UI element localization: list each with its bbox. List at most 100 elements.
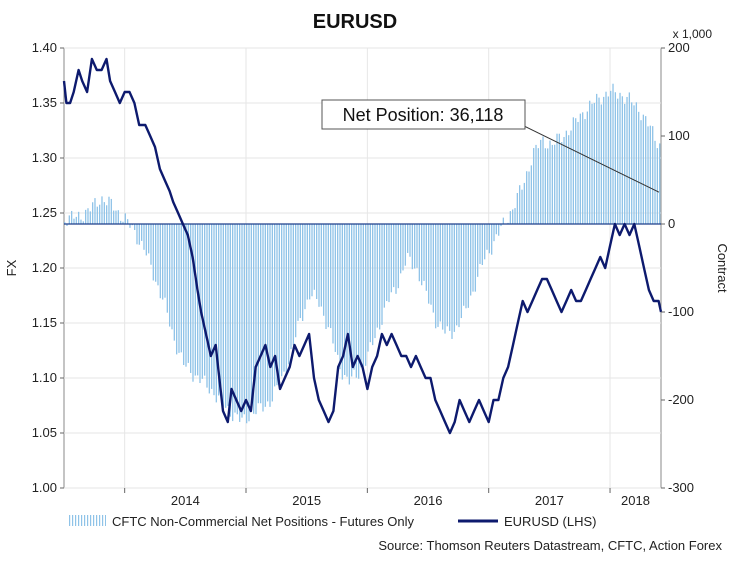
position-bar: [118, 210, 119, 224]
position-bar: [234, 224, 235, 413]
position-bar: [657, 148, 658, 224]
position-bar: [400, 224, 401, 273]
position-bar: [626, 97, 627, 224]
position-bar: [428, 224, 429, 304]
position-bar: [433, 224, 434, 313]
position-bar: [265, 224, 266, 407]
position-bar: [288, 224, 289, 364]
position-bar: [216, 224, 217, 402]
position-bar: [442, 224, 443, 330]
position-bar: [328, 224, 329, 327]
position-bar: [167, 224, 168, 313]
position-bar: [456, 224, 457, 325]
position-bar: [241, 224, 242, 418]
position-bar: [90, 211, 91, 224]
position-bar: [556, 134, 557, 224]
position-bar: [589, 101, 590, 224]
position-bar: [293, 224, 294, 345]
position-bar: [617, 99, 618, 224]
position-bar: [307, 224, 308, 300]
position-bar: [486, 224, 487, 250]
position-bar: [416, 224, 417, 268]
position-bar: [447, 224, 448, 326]
position-bar: [363, 224, 364, 366]
position-bar: [493, 224, 494, 241]
left-tick-label: 1.15: [32, 315, 57, 330]
position-bar: [290, 224, 291, 349]
position-bar: [78, 212, 79, 224]
position-bar: [134, 224, 135, 230]
position-bar: [332, 224, 333, 343]
position-bar: [526, 171, 527, 224]
position-bar: [444, 224, 445, 334]
position-bar: [610, 91, 611, 224]
chart-title: EURUSD: [313, 11, 397, 33]
position-bar: [470, 224, 471, 296]
position-bar: [255, 224, 256, 414]
left-tick-label: 1.40: [32, 40, 57, 55]
position-bar: [575, 118, 576, 224]
position-bar: [458, 224, 459, 327]
position-bar: [374, 224, 375, 338]
position-bar: [176, 224, 177, 354]
position-bar: [220, 224, 221, 395]
position-bar: [248, 224, 249, 421]
position-bar: [311, 224, 312, 296]
position-bar: [262, 224, 263, 412]
position-bar: [402, 224, 403, 270]
position-bar: [435, 224, 436, 328]
position-bar: [388, 224, 389, 302]
position-bar: [321, 224, 322, 307]
position-bar: [202, 224, 203, 379]
position-bar: [482, 224, 483, 265]
position-bar: [514, 208, 515, 224]
position-bar: [195, 224, 196, 376]
right-tick-label: -100: [668, 304, 694, 319]
position-bar: [318, 224, 319, 307]
position-bar: [594, 103, 595, 224]
position-bar: [528, 172, 529, 224]
position-bar: [339, 224, 340, 369]
position-bar: [99, 205, 100, 224]
position-bar: [353, 224, 354, 370]
position-bar: [127, 219, 128, 224]
position-bar: [101, 196, 102, 224]
legend-bars-swatch: [68, 515, 106, 526]
position-bar: [97, 207, 98, 224]
position-bar: [150, 224, 151, 265]
position-bar: [136, 224, 137, 244]
right-tick-label: 100: [668, 128, 690, 143]
position-bar: [421, 224, 422, 285]
position-bar: [426, 224, 427, 291]
position-bar: [211, 224, 212, 389]
position-bar: [519, 185, 520, 224]
position-bar: [213, 224, 214, 395]
position-bar: [104, 202, 105, 224]
position-bar: [461, 224, 462, 318]
position-bar: [302, 224, 303, 321]
position-bar: [468, 224, 469, 308]
position-bar: [304, 224, 305, 309]
position-bar: [629, 92, 630, 224]
position-bar: [335, 224, 336, 352]
right-tick-label: 0: [668, 216, 675, 231]
position-bar: [106, 205, 107, 224]
position-bar: [547, 148, 548, 224]
position-bar: [540, 140, 541, 224]
annotation-text: Net Position: 36,118: [343, 105, 504, 125]
position-bar: [414, 224, 415, 269]
legend: CFTC Non-Commercial Net Positions - Futu…: [68, 514, 596, 529]
right-tick-label: -300: [668, 480, 694, 495]
position-bar: [377, 224, 378, 328]
position-bar: [659, 143, 660, 224]
legend-line-label: EURUSD (LHS): [504, 514, 596, 529]
position-bar: [524, 183, 525, 224]
position-bar: [360, 224, 361, 367]
position-bar: [169, 224, 170, 327]
position-bar: [465, 224, 466, 308]
position-bar: [85, 210, 86, 224]
position-bar: [591, 104, 592, 224]
position-bar: [297, 224, 298, 321]
position-bar: [246, 224, 247, 423]
x-tick-label: 2014: [171, 493, 200, 508]
